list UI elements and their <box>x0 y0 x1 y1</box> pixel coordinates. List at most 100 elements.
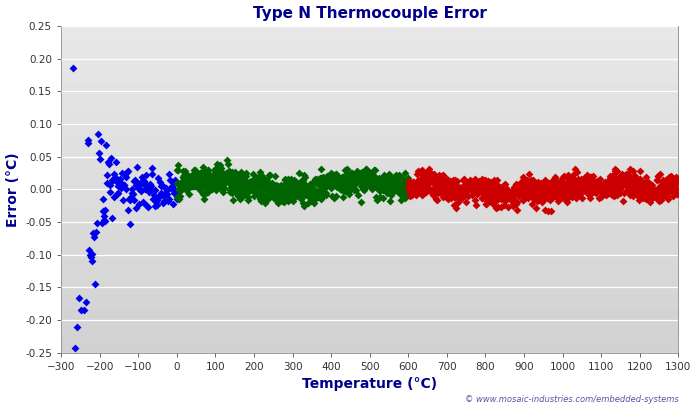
Point <box>344 178 355 184</box>
Point <box>267 185 278 192</box>
Point <box>611 183 622 190</box>
Point <box>505 189 516 195</box>
Point <box>224 171 236 177</box>
Point <box>401 178 412 185</box>
Point <box>291 187 302 194</box>
Point <box>356 173 367 179</box>
Point <box>268 194 279 201</box>
Point <box>352 192 363 199</box>
Point <box>579 188 590 195</box>
Point <box>571 195 582 202</box>
Point <box>498 202 510 208</box>
Point <box>216 165 227 171</box>
Point <box>334 175 345 182</box>
Point <box>247 181 258 188</box>
Point <box>113 182 124 189</box>
Point <box>412 177 423 183</box>
Point <box>147 171 158 177</box>
Point <box>541 182 552 188</box>
Point <box>511 181 522 187</box>
Point <box>466 183 477 189</box>
Point <box>657 182 668 188</box>
Point <box>461 185 472 192</box>
Point <box>321 192 332 198</box>
Point <box>480 195 491 202</box>
Point <box>569 176 580 183</box>
Point <box>221 171 232 178</box>
Point <box>592 178 603 184</box>
Point <box>209 175 220 181</box>
Point <box>626 182 637 188</box>
Point <box>127 190 138 196</box>
Point <box>620 178 631 184</box>
Point <box>386 180 397 187</box>
Point <box>513 185 524 192</box>
Point <box>589 183 600 189</box>
Point <box>429 171 440 178</box>
Point <box>132 164 143 170</box>
Point <box>179 182 190 188</box>
Point <box>323 177 334 184</box>
Point <box>515 192 526 199</box>
Point <box>627 181 638 187</box>
Point <box>496 204 507 210</box>
Point <box>564 182 575 189</box>
Point <box>520 186 531 193</box>
Point <box>381 187 392 194</box>
Point <box>309 190 320 197</box>
Point <box>659 192 670 199</box>
Point <box>530 188 541 195</box>
Point <box>547 177 558 184</box>
Point <box>424 177 436 184</box>
Point <box>416 171 427 177</box>
Point <box>112 190 123 196</box>
Point <box>316 184 328 191</box>
Point <box>344 176 355 183</box>
Point <box>397 191 408 198</box>
Title: Type N Thermocouple Error: Type N Thermocouple Error <box>253 6 487 20</box>
Point <box>270 182 282 188</box>
Point <box>417 191 428 198</box>
Point <box>659 188 670 194</box>
Point <box>548 192 559 199</box>
Point <box>617 177 628 184</box>
Point <box>525 182 536 188</box>
Point <box>643 192 654 199</box>
Point <box>227 188 238 195</box>
Point <box>529 190 540 197</box>
Point <box>526 186 537 193</box>
Point <box>245 186 256 193</box>
Point <box>535 190 546 196</box>
Point <box>240 170 252 177</box>
Point <box>97 207 108 214</box>
Point <box>218 179 229 186</box>
Point <box>272 188 283 194</box>
Point <box>450 192 461 198</box>
Point <box>526 186 537 192</box>
Point <box>424 177 436 183</box>
Point <box>519 186 530 193</box>
Point <box>159 190 170 197</box>
Point <box>217 177 228 184</box>
Point <box>204 175 215 182</box>
Point <box>634 175 645 182</box>
Point <box>296 191 307 197</box>
Point <box>249 185 260 192</box>
Point <box>628 168 639 175</box>
Point <box>559 189 570 195</box>
Point <box>500 180 511 187</box>
Point <box>659 186 671 192</box>
Point <box>630 189 641 196</box>
Point <box>270 186 282 192</box>
Point <box>370 181 381 188</box>
Point <box>528 186 539 193</box>
Point <box>490 187 501 193</box>
Point <box>480 201 491 208</box>
Point <box>494 184 505 190</box>
Point <box>211 179 222 185</box>
Point <box>358 186 369 192</box>
Point <box>162 187 173 193</box>
Point <box>440 184 451 191</box>
Point <box>671 191 682 197</box>
Point <box>194 170 206 176</box>
